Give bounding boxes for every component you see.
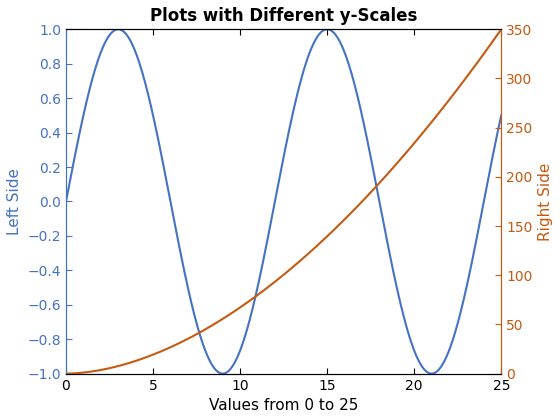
Title: Plots with Different y-Scales: Plots with Different y-Scales: [150, 7, 417, 25]
Y-axis label: Left Side: Left Side: [7, 168, 22, 235]
Y-axis label: Right Side: Right Side: [538, 162, 553, 241]
X-axis label: Values from 0 to 25: Values from 0 to 25: [209, 398, 358, 413]
